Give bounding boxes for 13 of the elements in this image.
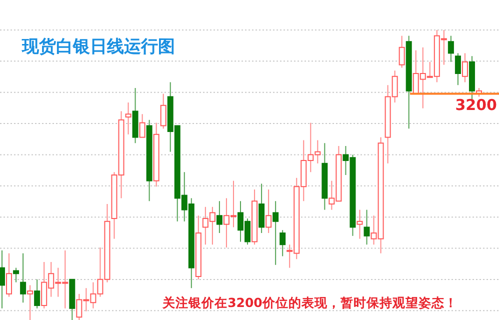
- candlestick: [272, 200, 279, 266]
- annotation: 3200: [455, 96, 497, 114]
- candlestick: [364, 209, 370, 246]
- chart-title: 现货白银日线运行图: [21, 37, 175, 57]
- candlestick: [322, 142, 328, 210]
- candlestick: [125, 102, 132, 135]
- candlestick: [258, 183, 265, 234]
- candlestick: [216, 200, 222, 234]
- annotation: 关注银价在3200价位的表现，暂时保持观望姿态！: [162, 295, 458, 310]
- candlestick: [356, 209, 363, 240]
- candlestick: [266, 189, 272, 234]
- candlestick: [0, 250, 5, 309]
- candlestick: [20, 252, 26, 304]
